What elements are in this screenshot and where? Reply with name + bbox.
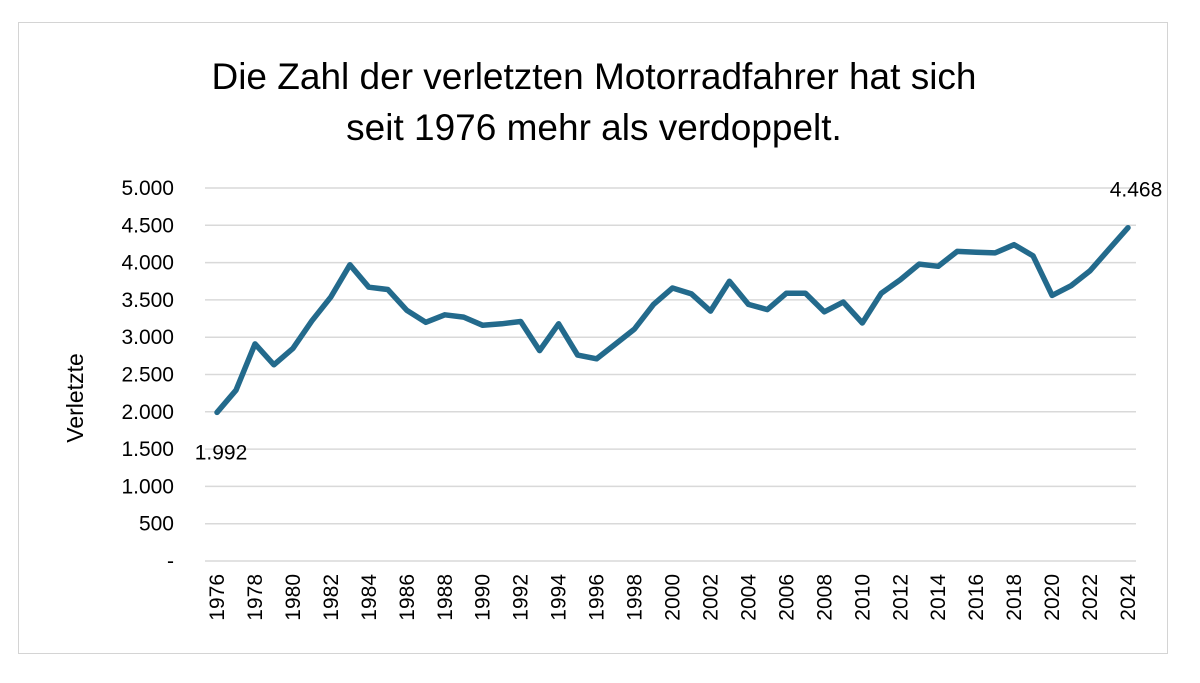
data-annotations: 1.992 4.468: [195, 179, 1163, 465]
x-tick-label: 1978: [244, 574, 267, 621]
y-tick-label: 2.500: [121, 364, 174, 387]
x-tick-label: 2004: [737, 574, 760, 621]
y-tick-label: 2.000: [121, 401, 174, 424]
y-tick-label: 1.000: [121, 475, 174, 498]
x-tick-label: 1992: [510, 574, 533, 621]
x-tick-label: 2014: [927, 574, 950, 621]
x-tick-label: 1994: [548, 574, 571, 621]
line-chart: Die Zahl der verletzten Motorradfahrer h…: [62, 56, 1163, 621]
x-tick-label: 2000: [662, 574, 685, 621]
x-tick-label: 1990: [472, 574, 495, 621]
y-tick-label: 1.500: [121, 438, 174, 461]
y-axis-ticks: - 500 1.000 1.500 2.000 2.500 3.000 3.500 4.000 4…: [121, 177, 174, 573]
x-tick-label: 2018: [1003, 574, 1026, 621]
x-tick-label: 2010: [851, 574, 874, 621]
x-tick-label: 2002: [699, 574, 722, 621]
data-label: 1.992: [195, 441, 248, 464]
data-label: 4.468: [1110, 179, 1163, 202]
chart-title: Die Zahl der verletzten Motorradfahrer h…: [211, 56, 976, 148]
series-line: [214, 224, 1131, 416]
x-tick-label: 1998: [624, 574, 647, 621]
y-tick-label: 4.500: [121, 214, 174, 237]
y-tick-label: 3.000: [121, 326, 174, 349]
x-tick-label: 1980: [282, 574, 305, 621]
x-tick-label: 1988: [434, 574, 457, 621]
series: [214, 224, 1131, 416]
x-tick-label: 1976: [206, 574, 229, 621]
gridlines: [205, 187, 1136, 562]
x-tick-label: 2020: [1041, 574, 1064, 621]
x-tick-label: 1996: [586, 574, 609, 621]
x-tick-label: 1984: [358, 574, 381, 621]
chart-title-line: seit 1976 mehr als verdoppelt.: [346, 107, 842, 148]
x-tick-label: 2012: [889, 574, 912, 621]
y-axis-title: Verletzte: [62, 353, 88, 443]
x-axis-ticks: 1976 1978 1980 1982 1984 1986 1988 1990 1992 1994…: [206, 574, 1140, 621]
y-tick-label: 500: [139, 513, 174, 536]
x-tick-label: 2006: [775, 574, 798, 621]
y-tick-label: 5.000: [121, 177, 174, 200]
x-tick-label: 2016: [965, 574, 988, 621]
x-tick-label: 1982: [320, 574, 343, 621]
chart-frame: Die Zahl der verletzten Motorradfahrer h…: [18, 22, 1168, 654]
x-tick-label: 2022: [1079, 574, 1102, 621]
y-tick-label: -: [167, 550, 174, 573]
x-tick-label: 2024: [1117, 574, 1140, 621]
y-tick-label: 3.500: [121, 289, 174, 312]
y-tick-label: 4.000: [121, 252, 174, 275]
chart-title-line: Die Zahl der verletzten Motorradfahrer h…: [211, 56, 976, 97]
x-tick-label: 2008: [813, 574, 836, 621]
x-tick-label: 1986: [396, 574, 419, 621]
